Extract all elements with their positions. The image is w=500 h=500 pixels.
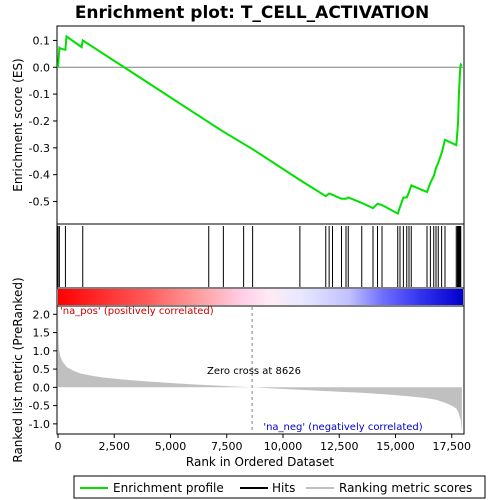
- es-tick-label: -0.3: [29, 142, 50, 155]
- metric-tick-label: 0.0: [33, 381, 51, 394]
- legend-enrichment-profile-label: Enrichment profile: [113, 481, 224, 495]
- legend: Enrichment profile Hits Ranking metric s…: [73, 475, 486, 499]
- legend-frame: [73, 475, 486, 499]
- metric-tick-label: 1.0: [33, 345, 51, 358]
- zero-cross-label: Zero cross at 8626: [207, 366, 301, 377]
- metric-tick-label: 1.5: [33, 327, 51, 340]
- metric-tick-label: 0.5: [33, 363, 51, 376]
- es-y-axis-label: Enrichment score (ES): [11, 58, 25, 191]
- x-tick-label: 15,000: [376, 440, 415, 453]
- x-tick-label: 12,500: [320, 440, 359, 453]
- hits-panel: [56, 223, 465, 289]
- legend-hits-label: Hits: [272, 481, 295, 495]
- rank-color-bar-fill: [58, 289, 463, 305]
- chart-title: Enrichment plot: T_CELL_ACTIVATION: [75, 3, 429, 23]
- es-tick-label: -0.4: [29, 169, 50, 182]
- metric-tick-label: -1.0: [29, 418, 50, 431]
- x-tick-label: 2,500: [99, 440, 131, 453]
- enrichment-profile-line: [57, 34, 463, 216]
- es-tick-label: 0.1: [33, 34, 51, 47]
- rank-color-bar: [56, 287, 465, 307]
- es-tick-label: -0.5: [29, 196, 50, 209]
- x-tick-label: 5,000: [155, 440, 187, 453]
- x-axis-label: Rank in Ordered Dataset: [186, 455, 334, 469]
- metric-y-axis-label: Ranked list metric (PreRanked): [11, 277, 25, 462]
- x-tick-label: 10,000: [264, 440, 303, 453]
- es-panel-frame: [56, 25, 465, 225]
- es-panel: 0.1 0.0 -0.1 -0.2 -0.3 -0.4 -0.5 Enrichment sc…: [11, 25, 465, 225]
- x-tick-label: 0: [55, 440, 62, 453]
- x-tick-label: 7,500: [211, 440, 243, 453]
- metric-tick-label: -0.5: [29, 400, 50, 413]
- metric-panel-frame: [56, 305, 465, 435]
- pos-correlated-label: 'na_pos' (positively correlated): [60, 306, 214, 317]
- legend-ranking-metric-label: Ranking metric scores: [339, 481, 472, 495]
- es-tick-label: -0.1: [29, 88, 50, 101]
- x-tick-label: 17,500: [433, 440, 472, 453]
- neg-correlated-label: 'na_neg' (negatively correlated): [263, 422, 422, 433]
- es-tick-label: 0.0: [33, 61, 51, 74]
- es-tick-label: -0.2: [29, 115, 50, 128]
- metric-tick-label: 2.0: [33, 308, 51, 321]
- metric-panel: 2.0 1.5 1.0 0.5 0.0 -0.5 -1.0 0 2,500 5,000 7,500…: [11, 277, 471, 469]
